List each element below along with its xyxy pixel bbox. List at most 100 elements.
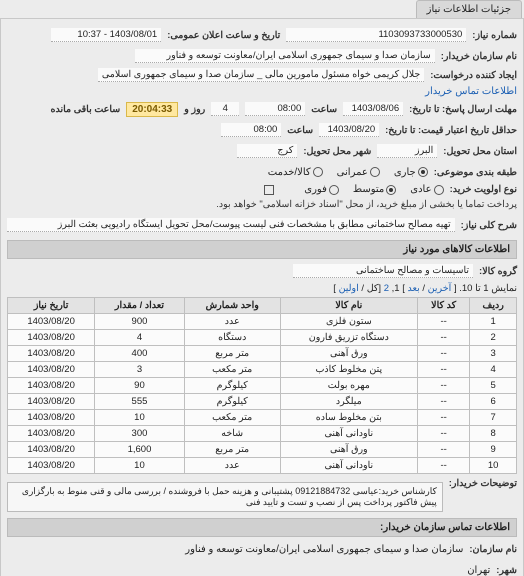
requester-label: ایجاد کننده درخواست:: [430, 70, 517, 81]
table-cell: میلگرد: [280, 394, 417, 410]
goods-table: ردیفکد کالانام کالاواحد شمارشتعداد / مقد…: [7, 297, 517, 474]
table-cell: 5: [470, 378, 517, 394]
table-cell: کیلوگرم: [184, 378, 280, 394]
table-header-row: ردیفکد کالانام کالاواحد شمارشتعداد / مقد…: [8, 298, 517, 314]
budget-label: طبقه بندی موضوعی:: [434, 167, 517, 178]
table-cell: 1403/08/20: [8, 442, 95, 458]
deadline-time: 08:00: [245, 102, 305, 116]
table-row[interactable]: 3--ورق آهنیمتر مربع4001403/08/20: [8, 346, 517, 362]
table-cell: 1403/08/20: [8, 314, 95, 330]
note-label: توضیحات خریدار:: [449, 478, 517, 489]
table-row[interactable]: 10--ناودانی آهنیعدد101403/08/20: [8, 458, 517, 474]
table-col-header: تاریخ نیاز: [8, 298, 95, 314]
pager-last-link[interactable]: آخرین: [428, 283, 452, 294]
pager-text: نمایش 1 تا 10. [: [454, 283, 517, 294]
pager-next-link[interactable]: بعد: [408, 283, 420, 294]
req-no-label: شماره نیاز:: [472, 30, 517, 41]
time-label-1: ساعت: [311, 104, 337, 115]
desc-label: شرح کلی نیاز:: [461, 220, 517, 231]
table-cell: 1,600: [95, 442, 185, 458]
table-cell: 10: [95, 458, 185, 474]
table-cell: 555: [95, 394, 185, 410]
validity-label: حداقل تاریخ اعتبار قیمت: تا تاریخ:: [385, 125, 517, 136]
paynote-label: پرداخت تماما یا بخشی از مبلغ خرید، از مح…: [216, 199, 517, 210]
table-col-header: نام کالا: [280, 298, 417, 314]
table-cell: 1403/08/20: [8, 410, 95, 426]
table-cell: 10: [470, 458, 517, 474]
priority-radio-a[interactable]: عادی: [410, 184, 443, 195]
table-cell: عدد: [184, 314, 280, 330]
delivery-prov: البرز: [377, 144, 437, 158]
paynote-checkbox[interactable]: [264, 185, 274, 195]
table-cell: 3: [470, 346, 517, 362]
buyer-value: سازمان صدا و سیمای جمهوری اسلامی ایران/م…: [135, 49, 435, 63]
table-row[interactable]: 6--میلگردکیلوگرم5551403/08/20: [8, 394, 517, 410]
pager-close: ] 1,: [389, 283, 405, 294]
table-row[interactable]: 5--مهره بولتکیلوگرم901403/08/20: [8, 378, 517, 394]
tab-details[interactable]: جزئیات اطلاعات نیاز: [416, 0, 522, 18]
table-row[interactable]: 1--ستون فلزیعدد9001403/08/20: [8, 314, 517, 330]
validity-time: 08:00: [221, 123, 281, 137]
requester-value: جلال کریمی خواه مسئول مامورین مالی _ ساز…: [98, 68, 424, 82]
pager: نمایش 1 تا 10. [ آخرین / بعد ] 1, 2 [کل …: [7, 283, 517, 294]
deadline-label: مهلت ارسال پاسخ: تا تاریخ:: [409, 104, 517, 115]
budget-radio-a[interactable]: جاری: [394, 167, 428, 178]
table-cell: ورق آهنی: [280, 442, 417, 458]
table-cell: ستون فلزی: [280, 314, 417, 330]
org-name-label: نام سازمان:: [469, 544, 517, 555]
table-row[interactable]: 8--ناودانی آهنیشاخه3001403/08/20: [8, 426, 517, 442]
table-cell: --: [417, 314, 469, 330]
priority-radio-c[interactable]: فوری: [304, 184, 339, 195]
table-cell: --: [417, 410, 469, 426]
table-cell: 90: [95, 378, 185, 394]
table-cell: --: [417, 394, 469, 410]
validity-date: 1403/08/20: [319, 123, 379, 137]
table-cell: 7: [470, 410, 517, 426]
table-cell: 1403/08/20: [8, 330, 95, 346]
org-city-label: شهر:: [496, 565, 517, 576]
table-cell: ورق آهنی: [280, 346, 417, 362]
announce-label: تاریخ و ساعت اعلان عمومی:: [167, 30, 280, 41]
table-cell: 6: [470, 394, 517, 410]
table-col-header: کد کالا: [417, 298, 469, 314]
deadline-date: 1403/08/06: [343, 102, 403, 116]
table-row[interactable]: 9--ورق آهنیمتر مربع1,6001403/08/20: [8, 442, 517, 458]
table-cell: 300: [95, 426, 185, 442]
org-section-header: اطلاعات تماس سازمان خریدار:: [7, 518, 517, 537]
budget-radio-c[interactable]: کالا/خدمت: [268, 167, 323, 178]
table-cell: --: [417, 346, 469, 362]
table-cell: 900: [95, 314, 185, 330]
pager-units: [کل /: [359, 283, 381, 294]
table-cell: مهره بولت: [280, 378, 417, 394]
table-cell: دستگاه: [184, 330, 280, 346]
desc-value: تهیه مصالح ساختمانی مطابق با مشخصات فنی …: [7, 218, 455, 232]
table-row[interactable]: 4--پتن مخلوط کاذبمتر مکعب31403/08/20: [8, 362, 517, 378]
buyer-contact-link[interactable]: اطلاعات تماس خریدار: [425, 86, 517, 97]
table-cell: عدد: [184, 458, 280, 474]
delivery-city-label: شهر محل تحویل:: [303, 146, 371, 157]
table-cell: 4: [470, 362, 517, 378]
table-cell: --: [417, 378, 469, 394]
budget-opt-c: کالا/خدمت: [268, 167, 311, 178]
group-value: تاسیسات و مصالح ساختمانی: [293, 264, 473, 278]
table-row[interactable]: 2--دستگاه تزریق فاروندستگاه41403/08/20: [8, 330, 517, 346]
table-cell: دستگاه تزریق فارون: [280, 330, 417, 346]
table-cell: 1403/08/20: [8, 394, 95, 410]
remain-days-label: روز و: [184, 104, 205, 115]
pager-end: ]: [333, 283, 336, 294]
priority-opt-b: متوسط: [353, 184, 384, 195]
table-cell: بتن مخلوط ساده: [280, 410, 417, 426]
priority-opt-a: عادی: [410, 184, 431, 195]
table-cell: 1: [470, 314, 517, 330]
priority-radio-b[interactable]: متوسط: [353, 184, 396, 195]
remain-days: 4: [211, 102, 239, 116]
budget-radio-b[interactable]: عمرانی: [337, 167, 380, 178]
pager-first-link[interactable]: اولین: [339, 283, 359, 294]
goods-section-header: اطلاعات کالاهای مورد نیاز: [7, 240, 517, 259]
table-row[interactable]: 7--بتن مخلوط سادهمتر مکعب101403/08/20: [8, 410, 517, 426]
table-cell: شاخه: [184, 426, 280, 442]
table-cell: --: [417, 458, 469, 474]
table-cell: 1403/08/20: [8, 362, 95, 378]
table-cell: 10: [95, 410, 185, 426]
group-label: گروه کالا:: [479, 266, 517, 277]
